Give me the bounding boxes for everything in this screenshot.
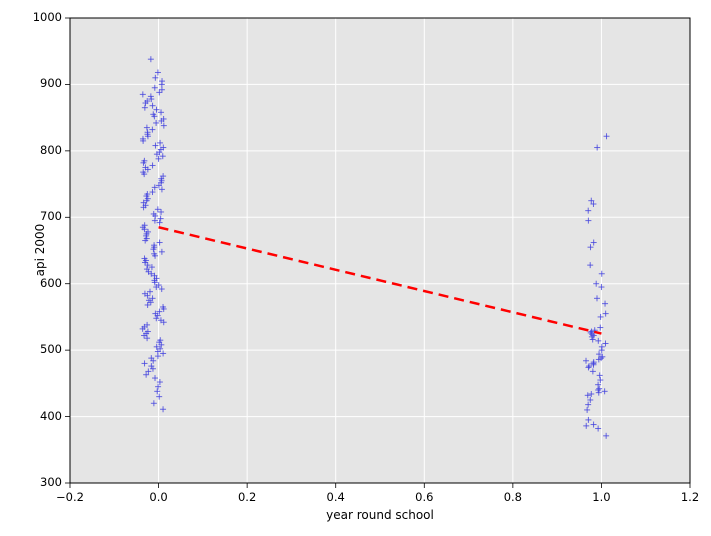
plot-bg bbox=[70, 18, 690, 483]
x-tick-label: 0.6 bbox=[409, 490, 439, 504]
y-tick-label: 600 bbox=[40, 276, 62, 290]
y-tick-label: 800 bbox=[40, 143, 62, 157]
x-tick-label: 0.8 bbox=[498, 490, 528, 504]
x-tick-label: 0.4 bbox=[321, 490, 351, 504]
x-tick-label: 1.0 bbox=[586, 490, 616, 504]
y-tick-label: 300 bbox=[40, 475, 62, 489]
y-tick-label: 500 bbox=[40, 342, 62, 356]
y-tick-label: 900 bbox=[40, 76, 62, 90]
y-axis-label: api 2000 bbox=[33, 220, 47, 280]
x-tick-label: 1.2 bbox=[675, 490, 705, 504]
y-tick-label: 1000 bbox=[33, 10, 62, 24]
figure: api 2000 year round school −0.2 0.0 0.2 0.4… bbox=[0, 0, 711, 536]
x-axis-label: year round school bbox=[300, 508, 460, 522]
x-tick-label: −0.2 bbox=[55, 490, 85, 504]
y-tick-label: 400 bbox=[40, 409, 62, 423]
x-tick-label: 0.2 bbox=[232, 490, 262, 504]
y-tick-label: 700 bbox=[40, 209, 62, 223]
x-tick-label: 0.0 bbox=[144, 490, 174, 504]
scatter-chart bbox=[0, 0, 711, 536]
